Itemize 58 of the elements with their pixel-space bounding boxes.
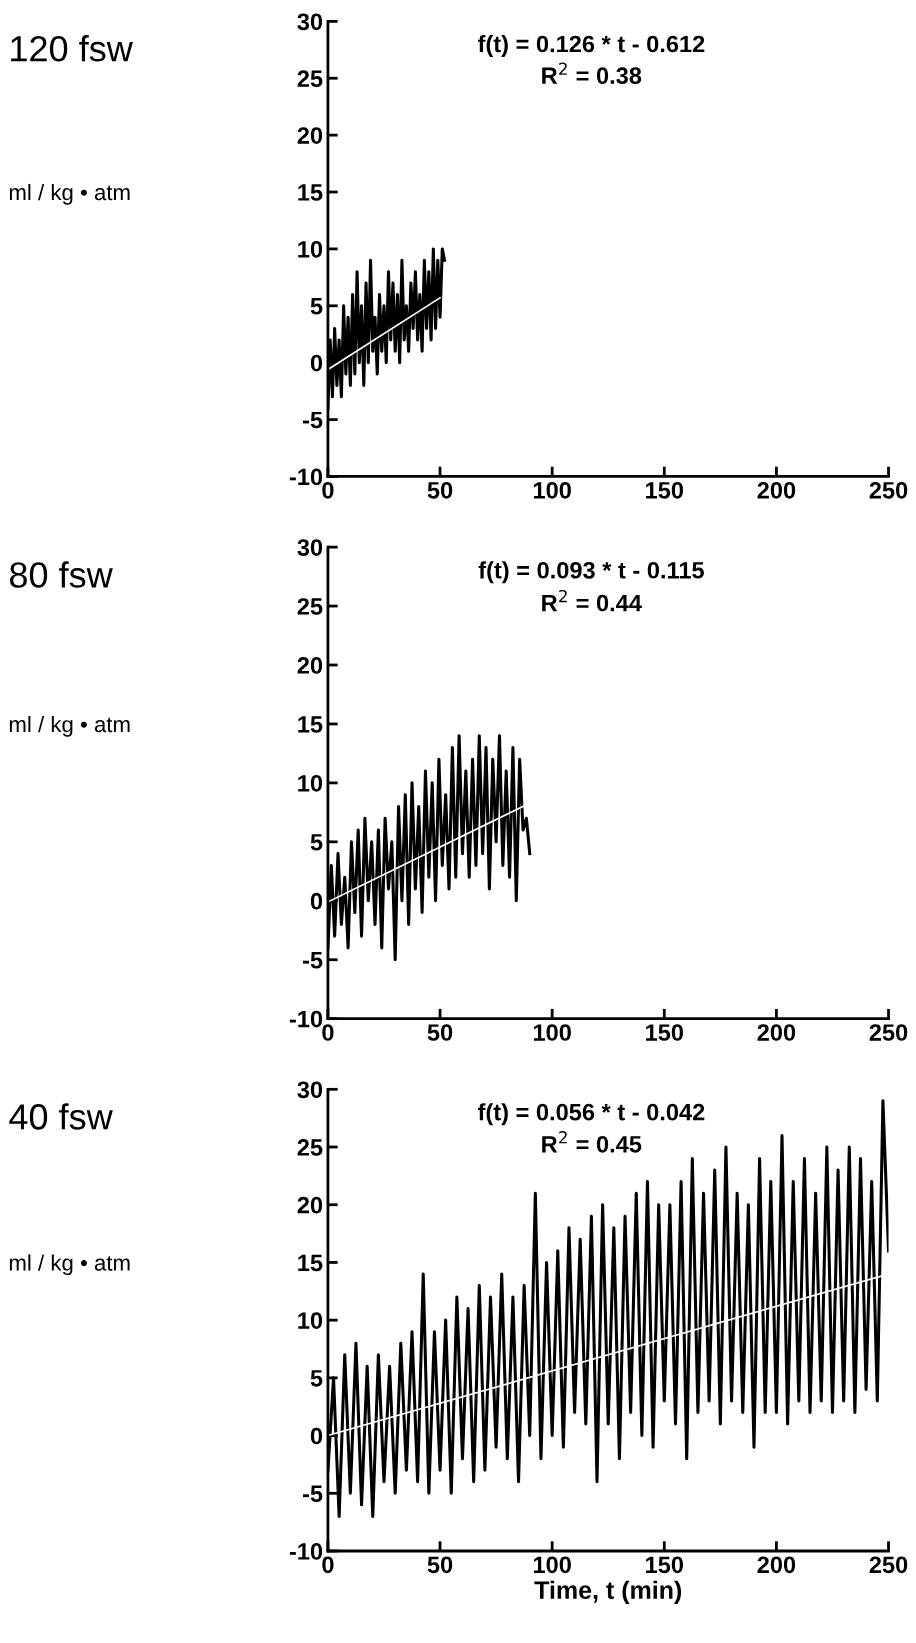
x-tick-label: 250 (869, 481, 908, 499)
x-tick-label: 0 (322, 1556, 334, 1574)
y-tick-label: 10 (298, 774, 323, 792)
y-tick-label: 30 (297, 13, 323, 31)
y-tick-label: 20 (297, 657, 323, 674)
x-tick-label: 50 (427, 1024, 453, 1041)
y-tick-label: -10 (289, 1010, 323, 1028)
x-tick-label: 50 (427, 1556, 453, 1574)
chart-title: 120 fsw (11, 35, 133, 62)
y-tick-label: 0 (310, 892, 323, 910)
y-tick-label: 10 (298, 240, 323, 258)
x-tick-label: 100 (533, 1556, 571, 1574)
x-tick-label: 250 (869, 1024, 908, 1041)
y-tick-label: 25 (297, 598, 323, 615)
y-axis-title: ml / kg • atm (9, 1254, 130, 1276)
annotation: f(t) = 0.093 * t - 0.115 (478, 561, 704, 584)
x-tick-label: 200 (757, 1556, 796, 1574)
x-tick-label: 0 (322, 481, 334, 499)
y-axis-title: ml / kg • atm (9, 183, 130, 205)
annotation: R$^{2}$ = 0.44 (542, 589, 642, 612)
y-tick-label: 5 (310, 834, 323, 851)
y-tick-label: -10 (289, 1543, 323, 1560)
x-tick-label: 50 (427, 481, 453, 499)
chart-title: 40 fsw (9, 1103, 113, 1130)
y-tick-label: 5 (310, 298, 323, 315)
x-tick-label: 0 (322, 1024, 334, 1041)
y-tick-label: 15 (298, 1254, 323, 1272)
x-tick-label: 100 (533, 1024, 571, 1041)
y-tick-label: 30 (297, 1081, 323, 1099)
x-tick-label: 150 (646, 481, 684, 499)
y-tick-label: -5 (303, 411, 323, 429)
annotation: R$^{2}$ = 0.38 (542, 62, 642, 85)
x-tick-label: 150 (646, 1024, 684, 1041)
y-tick-label: -5 (303, 952, 323, 969)
y-tick-label: 25 (297, 70, 323, 88)
chart-title: 80 fsw (9, 561, 113, 588)
x-tick-label: 100 (533, 481, 571, 499)
x-axis-title: Time, t (min) (534, 1580, 682, 1604)
x-tick-label: 250 (869, 1556, 908, 1574)
annotation: f(t) = 0.126 * t - 0.612 (477, 35, 705, 58)
x-tick-label: 200 (757, 1024, 796, 1041)
annotation: f(t) = 0.056 * t - 0.042 (477, 1103, 705, 1126)
y-tick-label: 15 (298, 716, 323, 733)
y-tick-label: 15 (298, 184, 323, 201)
annotation: R$^{2}$ = 0.45 (542, 1131, 642, 1153)
y-tick-label: 10 (298, 1312, 323, 1329)
y-tick-label: -5 (303, 1485, 323, 1503)
y-tick-label: 25 (297, 1139, 323, 1156)
y-axis-title: ml / kg • atm (9, 715, 130, 737)
y-tick-label: 20 (297, 127, 323, 144)
x-tick-label: 200 (757, 481, 796, 499)
y-tick-label: 0 (310, 1427, 323, 1445)
y-tick-label: 5 (310, 1370, 323, 1387)
y-tick-label: -10 (289, 468, 323, 486)
x-tick-label: 150 (646, 1556, 684, 1574)
y-tick-label: 20 (297, 1196, 323, 1214)
y-tick-label: 30 (297, 539, 323, 556)
y-tick-label: 0 (310, 354, 323, 372)
